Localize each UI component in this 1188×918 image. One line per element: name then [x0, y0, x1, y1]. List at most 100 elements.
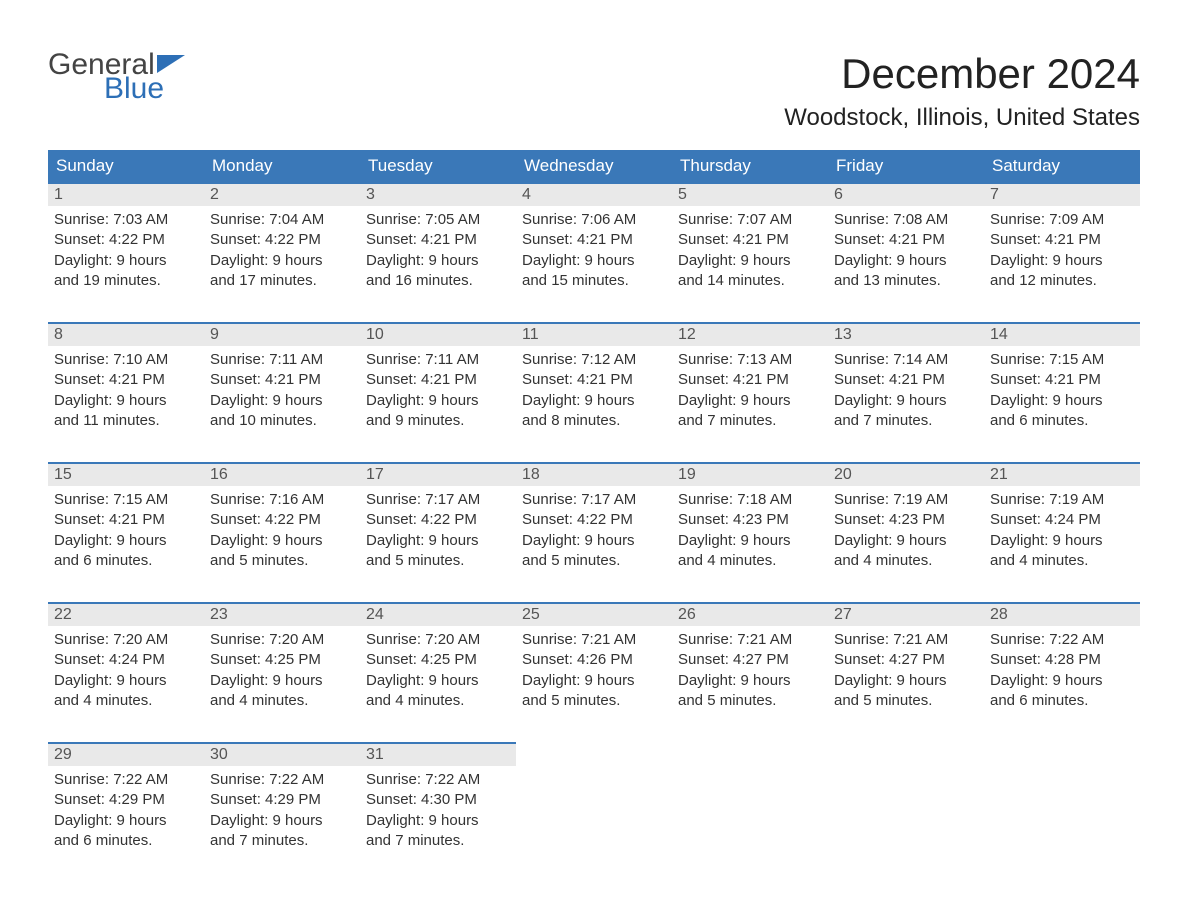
daylight-text-2: and 6 minutes.	[990, 691, 1134, 711]
daylight-text-1: Daylight: 9 hours	[210, 671, 354, 691]
day-details: Sunrise: 7:04 AMSunset: 4:22 PMDaylight:…	[204, 206, 360, 295]
daylight-text-2: and 6 minutes.	[990, 411, 1134, 431]
day-details: Sunrise: 7:11 AMSunset: 4:21 PMDaylight:…	[360, 346, 516, 435]
day-details: Sunrise: 7:03 AMSunset: 4:22 PMDaylight:…	[48, 206, 204, 295]
day-details: Sunrise: 7:21 AMSunset: 4:27 PMDaylight:…	[828, 626, 984, 715]
calendar-day-cell: 24Sunrise: 7:20 AMSunset: 4:25 PMDayligh…	[360, 602, 516, 742]
daylight-text-1: Daylight: 9 hours	[522, 671, 666, 691]
day-details: Sunrise: 7:15 AMSunset: 4:21 PMDaylight:…	[48, 486, 204, 575]
sunrise-text: Sunrise: 7:19 AM	[990, 490, 1134, 510]
day-number: 20	[828, 462, 984, 486]
calendar-day-cell	[984, 742, 1140, 882]
sunrise-text: Sunrise: 7:11 AM	[210, 350, 354, 370]
sunrise-text: Sunrise: 7:18 AM	[678, 490, 822, 510]
sunset-text: Sunset: 4:21 PM	[366, 230, 510, 250]
daylight-text-1: Daylight: 9 hours	[522, 251, 666, 271]
day-details: Sunrise: 7:19 AMSunset: 4:23 PMDaylight:…	[828, 486, 984, 575]
calendar-day-cell: 6Sunrise: 7:08 AMSunset: 4:21 PMDaylight…	[828, 182, 984, 322]
day-details: Sunrise: 7:14 AMSunset: 4:21 PMDaylight:…	[828, 346, 984, 435]
calendar-day-cell: 9Sunrise: 7:11 AMSunset: 4:21 PMDaylight…	[204, 322, 360, 462]
calendar-day-cell	[672, 742, 828, 882]
day-details: Sunrise: 7:19 AMSunset: 4:24 PMDaylight:…	[984, 486, 1140, 575]
daylight-text-2: and 4 minutes.	[54, 691, 198, 711]
daylight-text-2: and 5 minutes.	[678, 691, 822, 711]
calendar-day-cell: 18Sunrise: 7:17 AMSunset: 4:22 PMDayligh…	[516, 462, 672, 602]
sunrise-text: Sunrise: 7:17 AM	[366, 490, 510, 510]
day-header: Friday	[828, 150, 984, 182]
day-details: Sunrise: 7:16 AMSunset: 4:22 PMDaylight:…	[204, 486, 360, 575]
calendar-week-row: 15Sunrise: 7:15 AMSunset: 4:21 PMDayligh…	[48, 462, 1140, 602]
day-header: Tuesday	[360, 150, 516, 182]
brand-logo: General Blue	[48, 50, 185, 104]
day-number: 28	[984, 602, 1140, 626]
month-title: December 2024	[784, 50, 1140, 98]
day-number: 13	[828, 322, 984, 346]
daylight-text-2: and 7 minutes.	[210, 831, 354, 851]
daylight-text-1: Daylight: 9 hours	[210, 391, 354, 411]
daylight-text-2: and 10 minutes.	[210, 411, 354, 431]
day-details: Sunrise: 7:10 AMSunset: 4:21 PMDaylight:…	[48, 346, 204, 435]
calendar-day-cell: 8Sunrise: 7:10 AMSunset: 4:21 PMDaylight…	[48, 322, 204, 462]
day-details: Sunrise: 7:06 AMSunset: 4:21 PMDaylight:…	[516, 206, 672, 295]
sunrise-text: Sunrise: 7:19 AM	[834, 490, 978, 510]
day-header: Saturday	[984, 150, 1140, 182]
title-block: December 2024 Woodstock, Illinois, Unite…	[784, 50, 1140, 132]
daylight-text-1: Daylight: 9 hours	[678, 671, 822, 691]
day-header-row: Sunday Monday Tuesday Wednesday Thursday…	[48, 150, 1140, 182]
sunset-text: Sunset: 4:25 PM	[366, 650, 510, 670]
day-details: Sunrise: 7:22 AMSunset: 4:30 PMDaylight:…	[360, 766, 516, 855]
day-number: 31	[360, 742, 516, 766]
day-details: Sunrise: 7:21 AMSunset: 4:27 PMDaylight:…	[672, 626, 828, 715]
daylight-text-2: and 7 minutes.	[366, 831, 510, 851]
day-header: Wednesday	[516, 150, 672, 182]
daylight-text-1: Daylight: 9 hours	[990, 391, 1134, 411]
sunset-text: Sunset: 4:21 PM	[522, 230, 666, 250]
sunset-text: Sunset: 4:21 PM	[678, 230, 822, 250]
sunset-text: Sunset: 4:22 PM	[366, 510, 510, 530]
daylight-text-1: Daylight: 9 hours	[990, 671, 1134, 691]
daylight-text-1: Daylight: 9 hours	[366, 531, 510, 551]
calendar-day-cell: 26Sunrise: 7:21 AMSunset: 4:27 PMDayligh…	[672, 602, 828, 742]
calendar-day-cell: 4Sunrise: 7:06 AMSunset: 4:21 PMDaylight…	[516, 182, 672, 322]
calendar-day-cell: 11Sunrise: 7:12 AMSunset: 4:21 PMDayligh…	[516, 322, 672, 462]
sunset-text: Sunset: 4:21 PM	[54, 370, 198, 390]
sunrise-text: Sunrise: 7:14 AM	[834, 350, 978, 370]
day-number: 8	[48, 322, 204, 346]
day-number: 30	[204, 742, 360, 766]
day-details: Sunrise: 7:08 AMSunset: 4:21 PMDaylight:…	[828, 206, 984, 295]
daylight-text-2: and 5 minutes.	[522, 551, 666, 571]
sunset-text: Sunset: 4:21 PM	[834, 370, 978, 390]
calendar-day-cell: 10Sunrise: 7:11 AMSunset: 4:21 PMDayligh…	[360, 322, 516, 462]
calendar-week-row: 29Sunrise: 7:22 AMSunset: 4:29 PMDayligh…	[48, 742, 1140, 882]
calendar-day-cell: 14Sunrise: 7:15 AMSunset: 4:21 PMDayligh…	[984, 322, 1140, 462]
daylight-text-1: Daylight: 9 hours	[834, 531, 978, 551]
day-number: 29	[48, 742, 204, 766]
sunset-text: Sunset: 4:29 PM	[54, 790, 198, 810]
day-details: Sunrise: 7:13 AMSunset: 4:21 PMDaylight:…	[672, 346, 828, 435]
day-details: Sunrise: 7:20 AMSunset: 4:25 PMDaylight:…	[360, 626, 516, 715]
sunset-text: Sunset: 4:28 PM	[990, 650, 1134, 670]
daylight-text-2: and 4 minutes.	[834, 551, 978, 571]
day-details: Sunrise: 7:20 AMSunset: 4:25 PMDaylight:…	[204, 626, 360, 715]
sunrise-text: Sunrise: 7:22 AM	[54, 770, 198, 790]
calendar-day-cell: 27Sunrise: 7:21 AMSunset: 4:27 PMDayligh…	[828, 602, 984, 742]
sunset-text: Sunset: 4:30 PM	[366, 790, 510, 810]
day-number: 14	[984, 322, 1140, 346]
calendar-week-row: 1Sunrise: 7:03 AMSunset: 4:22 PMDaylight…	[48, 182, 1140, 322]
daylight-text-2: and 17 minutes.	[210, 271, 354, 291]
daylight-text-1: Daylight: 9 hours	[834, 671, 978, 691]
sunrise-text: Sunrise: 7:21 AM	[678, 630, 822, 650]
daylight-text-2: and 19 minutes.	[54, 271, 198, 291]
sunset-text: Sunset: 4:22 PM	[210, 230, 354, 250]
calendar-day-cell: 23Sunrise: 7:20 AMSunset: 4:25 PMDayligh…	[204, 602, 360, 742]
calendar-day-cell: 22Sunrise: 7:20 AMSunset: 4:24 PMDayligh…	[48, 602, 204, 742]
calendar-day-cell: 21Sunrise: 7:19 AMSunset: 4:24 PMDayligh…	[984, 462, 1140, 602]
day-details: Sunrise: 7:21 AMSunset: 4:26 PMDaylight:…	[516, 626, 672, 715]
calendar-day-cell: 25Sunrise: 7:21 AMSunset: 4:26 PMDayligh…	[516, 602, 672, 742]
day-number: 12	[672, 322, 828, 346]
daylight-text-1: Daylight: 9 hours	[990, 251, 1134, 271]
sunrise-text: Sunrise: 7:16 AM	[210, 490, 354, 510]
day-details: Sunrise: 7:07 AMSunset: 4:21 PMDaylight:…	[672, 206, 828, 295]
sunset-text: Sunset: 4:21 PM	[990, 230, 1134, 250]
sunrise-text: Sunrise: 7:06 AM	[522, 210, 666, 230]
